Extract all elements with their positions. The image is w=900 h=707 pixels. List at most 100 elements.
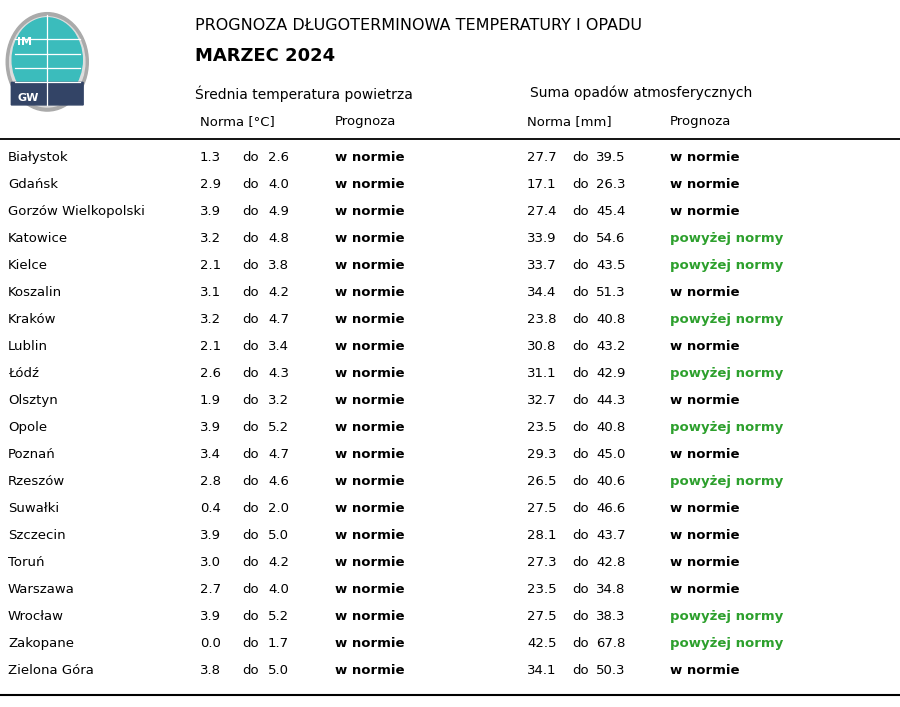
Text: do: do <box>242 664 258 677</box>
Text: 54.6: 54.6 <box>596 232 626 245</box>
Text: do: do <box>572 394 589 407</box>
Text: powyżej normy: powyżej normy <box>670 259 783 272</box>
Text: Kielce: Kielce <box>8 259 48 272</box>
Text: w normie: w normie <box>335 394 404 407</box>
Text: 3.1: 3.1 <box>200 286 221 299</box>
Text: 2.8: 2.8 <box>200 475 221 488</box>
Text: 39.5: 39.5 <box>596 151 626 164</box>
Circle shape <box>6 13 88 111</box>
Text: do: do <box>572 421 589 434</box>
Text: Wrocław: Wrocław <box>8 610 64 623</box>
Text: 27.5: 27.5 <box>527 610 556 623</box>
Text: 28.1: 28.1 <box>527 529 556 542</box>
Text: do: do <box>572 556 589 569</box>
Text: Toruń: Toruń <box>8 556 44 569</box>
Text: Łódź: Łódź <box>8 367 39 380</box>
Text: 4.0: 4.0 <box>268 178 289 191</box>
Text: w normie: w normie <box>335 421 404 434</box>
Text: Norma [°C]: Norma [°C] <box>200 115 274 128</box>
Text: 3.2: 3.2 <box>200 232 221 245</box>
Text: 26.3: 26.3 <box>596 178 626 191</box>
Text: w normie: w normie <box>335 151 404 164</box>
Text: w normie: w normie <box>670 205 740 218</box>
Text: Zakopane: Zakopane <box>8 637 74 650</box>
Text: 3.4: 3.4 <box>268 340 289 353</box>
Text: 23.8: 23.8 <box>527 313 556 326</box>
Text: 4.2: 4.2 <box>268 286 289 299</box>
Text: GW: GW <box>17 93 39 103</box>
Text: w normie: w normie <box>335 367 404 380</box>
Text: do: do <box>572 205 589 218</box>
Text: w normie: w normie <box>335 529 404 542</box>
Text: 30.8: 30.8 <box>527 340 556 353</box>
Text: 0.4: 0.4 <box>200 502 220 515</box>
Text: 33.7: 33.7 <box>527 259 556 272</box>
Text: 5.0: 5.0 <box>268 529 289 542</box>
Text: Zielona Góra: Zielona Góra <box>8 664 94 677</box>
Text: do: do <box>572 367 589 380</box>
Text: Prognoza: Prognoza <box>670 115 732 128</box>
Text: Białystok: Białystok <box>8 151 68 164</box>
Text: powyżej normy: powyżej normy <box>670 637 783 650</box>
Text: 45.4: 45.4 <box>596 205 626 218</box>
Text: 1.9: 1.9 <box>200 394 221 407</box>
Text: 43.2: 43.2 <box>596 340 626 353</box>
Text: Kraków: Kraków <box>8 313 57 326</box>
Text: 40.6: 40.6 <box>596 475 626 488</box>
Text: Opole: Opole <box>8 421 47 434</box>
Text: powyżej normy: powyżej normy <box>670 475 783 488</box>
Text: w normie: w normie <box>670 151 740 164</box>
Text: 43.5: 43.5 <box>596 259 626 272</box>
Text: Średnia temperatura powietrza: Średnia temperatura powietrza <box>195 85 413 102</box>
Ellipse shape <box>13 18 82 102</box>
Text: Katowice: Katowice <box>8 232 68 245</box>
Text: do: do <box>572 610 589 623</box>
Text: w normie: w normie <box>670 529 740 542</box>
Text: do: do <box>572 151 589 164</box>
Text: 3.9: 3.9 <box>200 205 221 218</box>
Text: 27.3: 27.3 <box>527 556 556 569</box>
Text: 3.9: 3.9 <box>200 421 221 434</box>
Text: w normie: w normie <box>335 448 404 461</box>
Text: 42.9: 42.9 <box>596 367 626 380</box>
Text: 4.3: 4.3 <box>268 367 289 380</box>
Text: w normie: w normie <box>670 448 740 461</box>
Text: do: do <box>242 205 258 218</box>
Text: 4.6: 4.6 <box>268 475 289 488</box>
Text: 3.2: 3.2 <box>200 313 221 326</box>
Text: 5.0: 5.0 <box>268 664 289 677</box>
Text: w normie: w normie <box>335 583 404 596</box>
Text: 40.8: 40.8 <box>596 421 626 434</box>
Text: 44.3: 44.3 <box>596 394 626 407</box>
Text: w normie: w normie <box>335 664 404 677</box>
Text: 1.7: 1.7 <box>268 637 289 650</box>
Text: w normie: w normie <box>335 610 404 623</box>
Text: 3.8: 3.8 <box>268 259 289 272</box>
Text: do: do <box>242 421 258 434</box>
Text: 42.8: 42.8 <box>596 556 626 569</box>
Text: do: do <box>572 583 589 596</box>
Text: 4.2: 4.2 <box>268 556 289 569</box>
Text: Lublin: Lublin <box>8 340 48 353</box>
Text: w normie: w normie <box>335 178 404 191</box>
Text: 27.5: 27.5 <box>527 502 556 515</box>
Text: powyżej normy: powyżej normy <box>670 610 783 623</box>
Text: powyżej normy: powyżej normy <box>670 367 783 380</box>
Text: 29.3: 29.3 <box>527 448 556 461</box>
Text: 4.9: 4.9 <box>268 205 289 218</box>
Text: 1.3: 1.3 <box>200 151 221 164</box>
Text: 31.1: 31.1 <box>527 367 556 380</box>
Text: 4.8: 4.8 <box>268 232 289 245</box>
Text: do: do <box>572 475 589 488</box>
Text: 34.1: 34.1 <box>527 664 556 677</box>
Text: 40.8: 40.8 <box>596 313 626 326</box>
Text: 4.7: 4.7 <box>268 313 289 326</box>
Text: do: do <box>242 286 258 299</box>
Text: PROGNOZA DŁUGOTERMINOWA TEMPERATURY I OPADU: PROGNOZA DŁUGOTERMINOWA TEMPERATURY I OP… <box>195 18 642 33</box>
Text: do: do <box>572 259 589 272</box>
Text: Rzeszów: Rzeszów <box>8 475 65 488</box>
Text: 33.9: 33.9 <box>527 232 556 245</box>
Text: w normie: w normie <box>335 259 404 272</box>
Text: Gorzów Wielkopolski: Gorzów Wielkopolski <box>8 205 145 218</box>
Text: w normie: w normie <box>335 637 404 650</box>
